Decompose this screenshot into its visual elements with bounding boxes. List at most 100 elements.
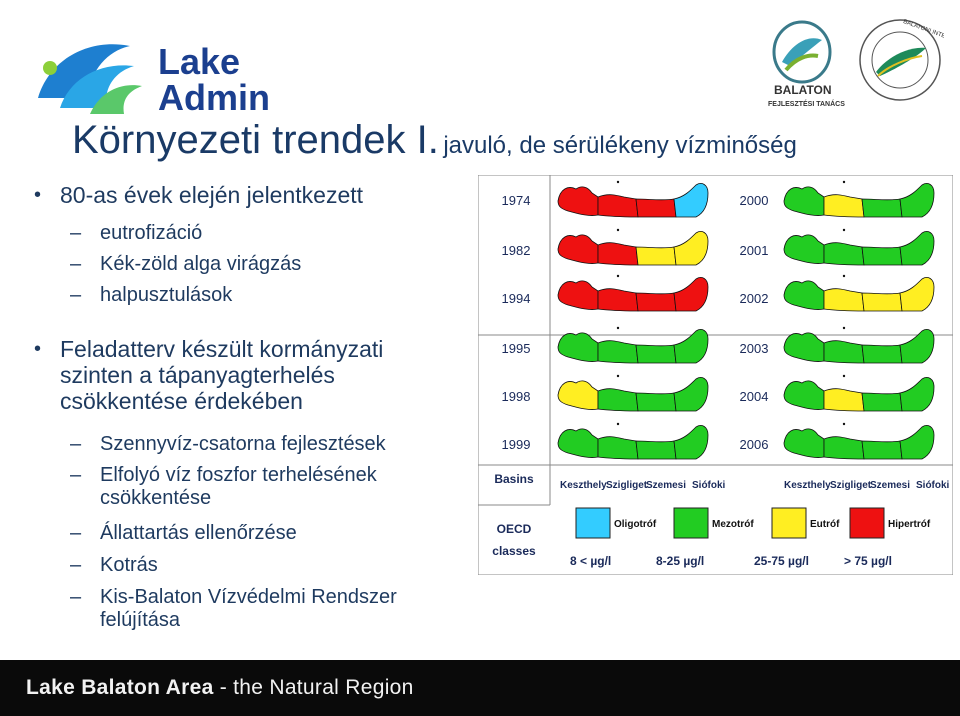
lake-segment xyxy=(597,340,639,364)
sub-item: – eutrofizáció xyxy=(70,222,203,244)
lake-segment xyxy=(823,436,865,460)
station-dot xyxy=(616,180,620,184)
lake-segment xyxy=(597,242,639,266)
lake-segment xyxy=(673,231,709,266)
station-dot xyxy=(842,180,846,184)
lake-segment xyxy=(673,183,709,218)
year-label-left: 1994 xyxy=(502,291,531,306)
sub-item: – Kotrás xyxy=(70,554,158,576)
balaton-council-logo: BALATON FEJLESZTÉSI TANÁCS BALATONI INTE… xyxy=(768,10,960,112)
oecd-label-1: OECD xyxy=(497,522,532,536)
lake-segment xyxy=(635,198,677,218)
lake-admin-logo: Lake Admin xyxy=(30,28,282,118)
year-label-right: 2001 xyxy=(740,243,769,258)
year-label-right: 2006 xyxy=(740,437,769,452)
lake-segment xyxy=(635,392,677,412)
legend-swatch xyxy=(673,507,709,539)
bullet-2: • Feladatterv készült kormányzati szinte… xyxy=(34,336,440,414)
year-label-left: 1998 xyxy=(502,389,531,404)
year-label-left: 1995 xyxy=(502,341,531,356)
station-dot xyxy=(842,228,846,232)
sub-item: – Állattartás ellenőrzése xyxy=(70,522,297,544)
legend-swatch xyxy=(575,507,611,539)
lake-map-2004 xyxy=(783,374,935,412)
footer-text: Lake Balaton Area - the Natural Region xyxy=(26,676,414,700)
bullet-1: • 80-as évek elején jelentkezett xyxy=(34,182,450,208)
lake-map-2002 xyxy=(783,274,935,312)
sub-item: – Kék-zöld alga virágzás xyxy=(70,253,302,275)
legend-swatch xyxy=(771,507,807,539)
legend-range: 8-25 µg/l xyxy=(656,554,704,568)
lake-segment xyxy=(597,288,639,312)
station-dot xyxy=(616,326,620,330)
station-dot xyxy=(842,422,846,426)
lake-segment xyxy=(635,292,677,312)
lake-segment xyxy=(861,246,903,266)
legend-class-name: Hipertróf xyxy=(888,519,931,530)
lake-maps xyxy=(557,180,935,460)
lake-map-2006 xyxy=(783,422,935,460)
basin-label: Siófoki xyxy=(916,480,950,491)
lake-segment xyxy=(635,344,677,364)
bullet-dot: • xyxy=(34,338,42,360)
bullet-1-text: 80-as évek elején jelentkezett xyxy=(60,182,364,208)
station-dot xyxy=(616,228,620,232)
lake-segment xyxy=(673,277,709,312)
station-dot xyxy=(616,274,620,278)
oecd-label-2: classes xyxy=(492,544,536,558)
sub-item: – halpusztulások xyxy=(70,284,233,306)
lake-segment xyxy=(899,329,935,364)
lake-segment xyxy=(899,231,935,266)
basin-label: Keszthely xyxy=(784,480,831,491)
legend-range: 25-75 µg/l xyxy=(754,554,809,568)
footer-brand: Lake Balaton Area xyxy=(26,676,214,699)
legend-class-name: Oligotróf xyxy=(614,519,657,530)
basin-label: Keszthely xyxy=(560,480,607,491)
basin-label: Siófoki xyxy=(692,480,726,491)
lake-segment xyxy=(861,292,903,312)
lake-segment xyxy=(635,440,677,460)
lake-segment xyxy=(861,344,903,364)
trophic-status-figure: 1974 1982 1994 1995 1998 1999 2000 2001 2002 2003… xyxy=(477,174,954,576)
lake-segment xyxy=(899,377,935,412)
logo-word-admin: Admin xyxy=(158,77,270,116)
legend-class-name: Mezotróf xyxy=(712,519,754,530)
basins-label: Basins xyxy=(494,472,534,486)
lake-segment xyxy=(899,183,935,218)
basin-label: Szemesi xyxy=(870,480,910,491)
basin-label: Szemesi xyxy=(646,480,686,491)
lake-segment xyxy=(823,340,865,364)
year-label-left: 1999 xyxy=(502,437,531,452)
lake-segment xyxy=(861,392,903,412)
lake-map-1999 xyxy=(557,422,709,460)
lake-segment xyxy=(597,388,639,412)
lake-segment xyxy=(597,194,639,218)
lake-map-1994 xyxy=(557,274,709,312)
lake-segment xyxy=(899,277,935,312)
lake-segment xyxy=(823,388,865,412)
year-label-left: 1982 xyxy=(502,243,531,258)
logo-balaton-name: BALATON xyxy=(774,83,832,97)
year-label-right: 2000 xyxy=(740,193,769,208)
bullet-dot: • xyxy=(34,184,42,206)
lake-map-2001 xyxy=(783,228,935,266)
title-sub: javuló, de sérülékeny vízminőség xyxy=(443,132,797,159)
lake-segment xyxy=(597,436,639,460)
bullet-2-text: Feladatterv készült kormányzati szinten … xyxy=(60,336,384,414)
sub-item: – Kis-Balaton Vízvédelmi Rendszer felújít… xyxy=(70,586,397,631)
lake-map-1982 xyxy=(557,228,709,266)
lake-segment xyxy=(635,246,677,266)
station-dot xyxy=(842,326,846,330)
year-label-left: 1974 xyxy=(502,193,531,208)
legend-range: 8 < µg/l xyxy=(570,554,611,568)
lake-segment xyxy=(861,440,903,460)
title-main: Környezeti trendek I. xyxy=(72,118,439,162)
logo-balaton-subtitle: FEJLESZTÉSI TANÁCS xyxy=(768,99,845,108)
figure-labels: 1974 1982 1994 1995 1998 1999 2000 2001 2002 2003… xyxy=(502,193,950,491)
year-label-right: 2004 xyxy=(740,389,769,404)
station-dot xyxy=(842,374,846,378)
lake-map-1995 xyxy=(557,326,709,364)
station-dot xyxy=(616,422,620,426)
lake-segment xyxy=(823,194,865,218)
year-label-right: 2003 xyxy=(740,341,769,356)
